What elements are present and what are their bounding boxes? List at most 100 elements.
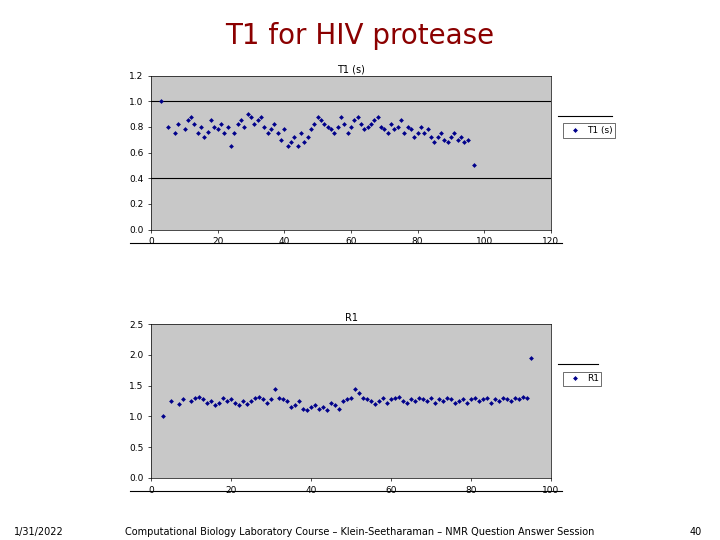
Point (432, 133, 444, 141)
Point (379, 125, 390, 134)
Point (212, 125, 223, 134)
Point (336, 112, 347, 121)
Point (262, 129, 274, 138)
Point (413, 394, 425, 402)
Point (449, 129, 460, 138)
Point (299, 138, 310, 146)
Point (445, 395, 456, 403)
Point (282, 396, 293, 405)
Point (405, 125, 417, 134)
Point (521, 394, 533, 402)
Point (239, 123, 251, 131)
Point (318, 120, 330, 129)
Point (315, 116, 327, 125)
Point (469, 161, 480, 170)
Point (252, 116, 264, 125)
Point (462, 136, 473, 144)
Point (248, 120, 260, 129)
Point (485, 399, 497, 407)
Point (199, 133, 210, 141)
Point (249, 394, 261, 402)
Point (177, 395, 189, 403)
Point (202, 399, 213, 407)
Point (517, 393, 528, 401)
Point (390, 394, 401, 402)
Point (453, 396, 464, 405)
Point (457, 395, 469, 403)
Point (385, 120, 397, 129)
Point (225, 395, 237, 403)
Point (369, 116, 380, 125)
Point (172, 120, 184, 129)
Point (365, 120, 377, 129)
Point (305, 125, 317, 134)
Point (435, 129, 446, 138)
Point (182, 116, 194, 125)
Point (194, 393, 205, 401)
Point (321, 406, 333, 415)
Point (221, 396, 233, 405)
Point (342, 129, 354, 138)
Point (525, 354, 536, 362)
Point (246, 396, 257, 405)
Point (230, 399, 241, 407)
Point (352, 112, 364, 121)
Point (354, 389, 365, 397)
Point (233, 401, 245, 409)
Point (469, 394, 481, 402)
Point (209, 123, 220, 131)
Point (361, 395, 373, 403)
Point (309, 120, 320, 129)
Point (205, 396, 217, 405)
Point (338, 120, 350, 129)
Point (333, 404, 345, 413)
Point (301, 406, 312, 415)
Point (302, 133, 313, 141)
Point (382, 129, 393, 138)
Point (328, 129, 340, 138)
Point (285, 403, 297, 411)
Point (279, 125, 290, 134)
Point (322, 123, 333, 131)
Point (289, 133, 300, 141)
Title: T1 (s): T1 (s) (337, 65, 365, 75)
Point (292, 142, 304, 151)
Point (185, 396, 197, 405)
Point (274, 394, 285, 402)
Point (293, 396, 305, 405)
Point (277, 395, 289, 403)
Point (442, 138, 454, 146)
Point (349, 384, 361, 393)
Point (229, 129, 240, 138)
Text: T1 for HIV protease: T1 for HIV protease (225, 22, 495, 50)
Point (513, 395, 525, 403)
Point (232, 120, 243, 129)
Point (195, 123, 207, 131)
Point (235, 116, 247, 125)
Point (473, 396, 485, 405)
Point (158, 412, 169, 421)
Point (437, 396, 449, 405)
Text: 40: 40 (690, 527, 702, 537)
Point (402, 123, 413, 131)
Point (189, 394, 201, 402)
Point (441, 394, 453, 402)
Point (297, 404, 309, 413)
Point (332, 123, 343, 131)
Point (285, 138, 297, 146)
Point (399, 129, 410, 138)
Point (505, 396, 517, 405)
Point (357, 394, 369, 402)
Point (377, 394, 389, 402)
Point (497, 394, 508, 402)
Point (341, 395, 353, 403)
Point (269, 384, 281, 393)
Point (346, 123, 357, 131)
Point (465, 395, 477, 403)
Point (310, 401, 321, 409)
Point (373, 396, 384, 405)
Point (156, 97, 167, 106)
Point (348, 116, 360, 125)
Point (241, 400, 253, 408)
Point (168, 129, 180, 138)
